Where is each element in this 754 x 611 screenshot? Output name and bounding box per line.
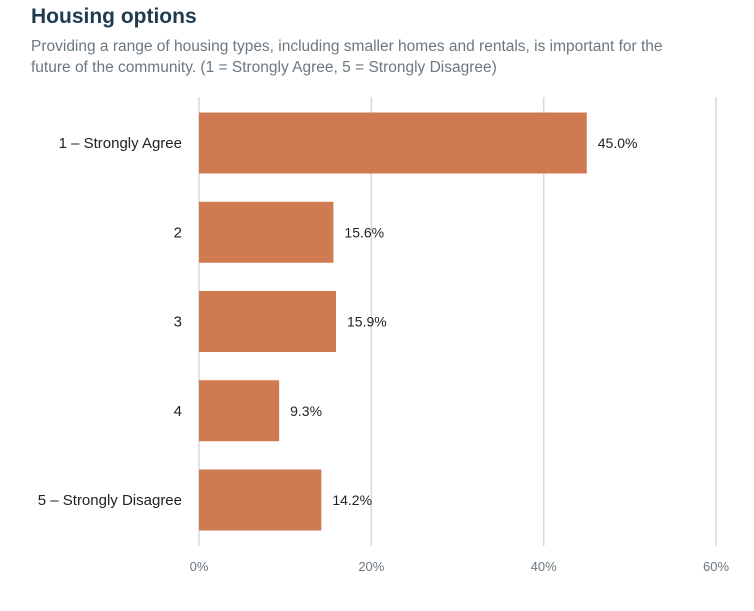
data-label: 14.2% <box>332 492 372 508</box>
bar <box>199 469 322 531</box>
category-label: 5 – Strongly Disagree <box>38 492 182 509</box>
x-tick-label: 60% <box>703 559 729 574</box>
value-labels: 45.0% 15.6% 15.9% 9.3% 14.2% <box>290 135 637 508</box>
x-tick-label: 40% <box>531 559 557 574</box>
x-tick-label: 20% <box>358 559 384 574</box>
category-label: 3 <box>174 314 182 331</box>
data-label: 9.3% <box>290 403 322 419</box>
chart-title: Housing options <box>31 5 197 28</box>
data-label: 45.0% <box>598 135 638 151</box>
category-label: 2 <box>174 224 182 241</box>
chart-subtitle-line-2: future of the community. (1 = Strongly A… <box>31 59 497 76</box>
category-label: 1 – Strongly Agree <box>59 135 182 152</box>
data-label: 15.6% <box>344 224 384 240</box>
category-labels: 1 – Strongly Agree 2 3 4 5 – Strongly Disagr… <box>38 135 182 509</box>
bars <box>199 112 587 531</box>
bar <box>199 291 337 352</box>
x-tick-label: 0% <box>190 559 209 574</box>
bar <box>199 380 280 442</box>
bar <box>199 201 334 263</box>
chart-subtitle: Providing a range of housing types, incl… <box>31 36 731 78</box>
data-label: 15.9% <box>347 314 387 330</box>
bar <box>199 112 587 174</box>
chart-subtitle-line-1: Providing a range of housing types, incl… <box>31 38 663 55</box>
x-axis-ticks: 0% 20% 40% 60% <box>190 559 730 574</box>
category-label: 4 <box>174 403 182 420</box>
